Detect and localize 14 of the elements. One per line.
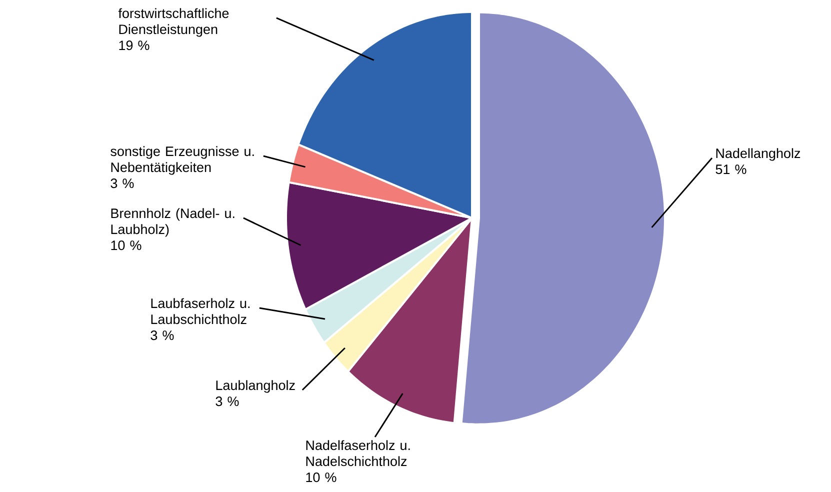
slice-label: Nadellangholz xyxy=(716,148,800,161)
data-label: 19 % xyxy=(119,40,150,50)
slice-label: Laublangholz xyxy=(216,380,295,393)
data-label: 3 % xyxy=(150,330,174,340)
slice-label: Nadelfaserholz u. Nadelschichtholz xyxy=(306,440,410,466)
data-label: 10 % xyxy=(306,472,336,482)
slice-label: forstwirtschaftliche Dienstleistungen xyxy=(118,8,229,37)
data-label: 3 % xyxy=(216,396,239,406)
data-label: 51 % xyxy=(716,164,746,174)
slice-label: Brennholz (Nadel- u. Laubholz) xyxy=(111,208,234,237)
data-label: 10 % xyxy=(111,240,142,250)
slice-label: sonstige Erzeugnisse u. Nebentätigkeiten xyxy=(110,146,254,175)
slice-label: Laubfaserholz u. Laubschichtholz xyxy=(151,298,250,324)
data-label: 3 % xyxy=(110,178,134,188)
